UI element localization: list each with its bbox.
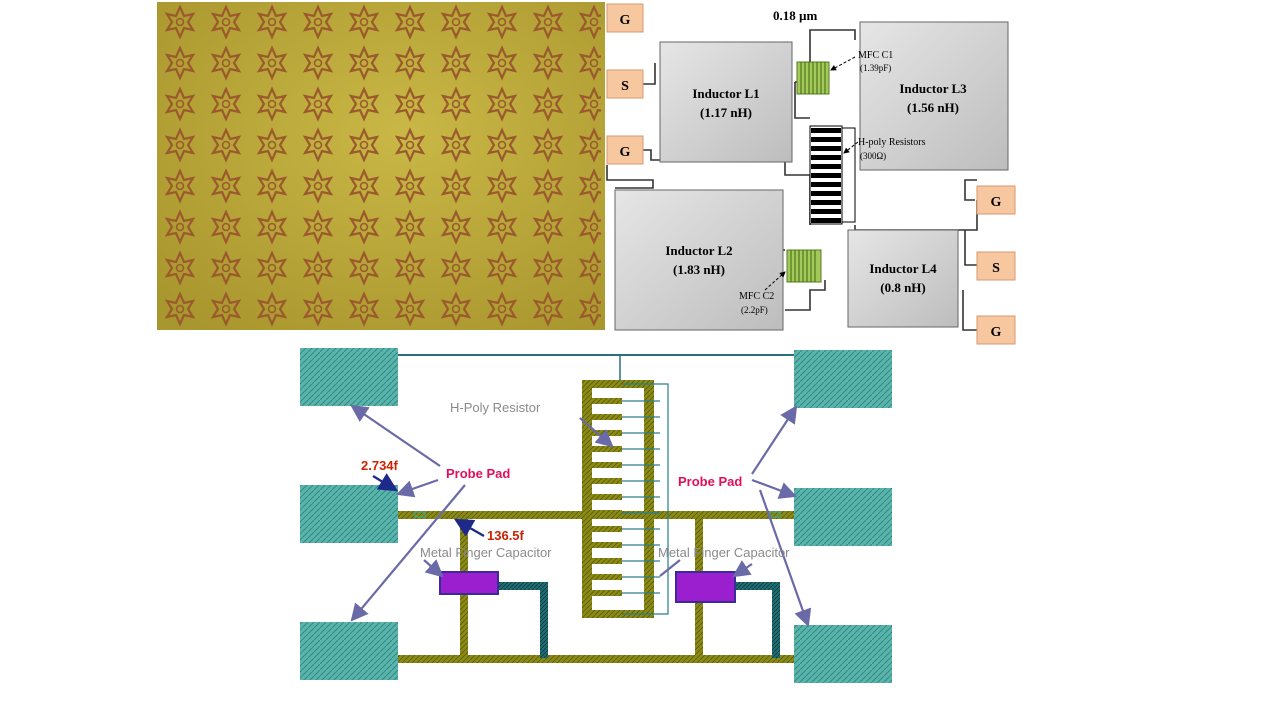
pad-left-1: G [620, 13, 631, 28]
mfc-c2: MFC C2 (2.2pF) [739, 249, 822, 315]
probe-pad-mid-right [794, 488, 892, 546]
mfc-c1-value: (1.39pF) [860, 63, 891, 73]
pad-left-2: S [621, 79, 629, 94]
process-label: 0.18 µm [773, 8, 817, 23]
mfc-c1-name: MFC C1 [858, 50, 893, 61]
mfc-label-left: Metal Finger Capacitor [420, 545, 552, 560]
inductor-l2-block: Inductor L2 (1.83 nH) [614, 189, 784, 331]
circuit-schematic: 0.18 µm G S G G S G Inductor L1 (1.1 [606, 3, 1016, 345]
chip-micrograph [157, 2, 605, 330]
pad-right-2: S [992, 261, 1000, 276]
probe-pads [300, 348, 892, 683]
inductor-l4-block: Inductor L4 (0.8 nH) [847, 229, 959, 328]
h-poly-resistor-label: H-Poly Resistor [450, 400, 541, 415]
pad-left-3: G [620, 145, 631, 160]
probe-pad-label-left: Probe Pad [446, 466, 510, 481]
probe-pad-bottom-right [794, 625, 892, 683]
probe-pad-mid-left [300, 485, 398, 543]
inductor-l3-block: Inductor L3 (1.56 nH) [859, 21, 1009, 171]
inductor-array-pattern [161, 4, 601, 328]
pad-right-1: G [991, 195, 1002, 210]
left-pad-column: G S G [606, 3, 644, 165]
inductor-l2-name: Inductor L2 [665, 243, 732, 258]
mfc-c2-value: (2.2pF) [741, 305, 768, 315]
inductor-l1-value: (1.17 nH) [700, 105, 752, 120]
right-pad-column: G S G [976, 185, 1016, 345]
probe-pad-bottom-left [300, 622, 398, 680]
mfc-c1: MFC C1 (1.39pF) [796, 50, 893, 95]
inductor-l4-name: Inductor L4 [869, 261, 937, 276]
inductor-l3-name: Inductor L3 [899, 81, 967, 96]
inductor-l3-value: (1.56 nH) [907, 100, 959, 115]
mfc-label-right: Metal Finger Capacitor [658, 545, 790, 560]
capacitance-label-mid: 136.5f [487, 528, 525, 543]
pad-right-3: G [991, 325, 1002, 340]
probe-pad-top-left [300, 348, 398, 406]
probe-pad-label-right: Probe Pad [678, 474, 742, 489]
inductor-l1-block: Inductor L1 (1.17 nH) [659, 41, 793, 163]
h-poly-resistor-array: H-poly Resistors (300Ω) [809, 125, 926, 225]
h-poly-resistor-ladder [582, 380, 669, 618]
mfc-c2-name: MFC C2 [739, 291, 774, 302]
resistors-value: (300Ω) [860, 151, 886, 161]
metal-finger-capacitors [439, 571, 736, 603]
ic-layout-view: H-Poly Resistor Probe Pad Probe Pad 2.73… [300, 348, 892, 683]
inductor-l1-name: Inductor L1 [692, 86, 759, 101]
inductor-l2-value: (1.83 nH) [673, 262, 725, 277]
resistors-name: H-poly Resistors [858, 137, 926, 148]
inductor-l4-value: (0.8 nH) [880, 280, 926, 295]
annotation-arrows [350, 404, 812, 628]
capacitance-label-left: 2.734f [361, 458, 399, 473]
mfc-left-block [439, 571, 499, 595]
probe-pad-top-right [794, 350, 892, 408]
mfc-right-block [675, 571, 736, 603]
wiring [606, 29, 978, 331]
